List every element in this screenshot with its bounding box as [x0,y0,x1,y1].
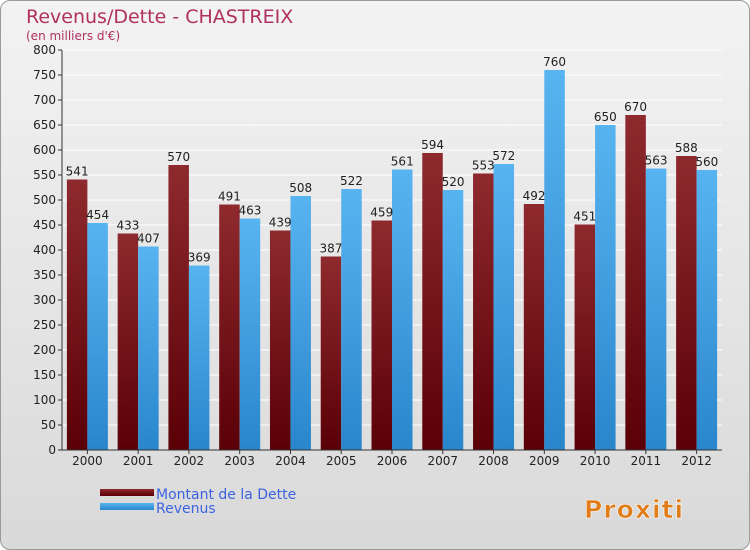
dette-value-label: 588 [675,141,698,155]
legend-label-dette: Montant de la Dette [156,487,296,503]
proxiti-logo: Proxiti [584,495,684,525]
y-tick-label: 150 [33,368,56,382]
y-tick-label: 400 [33,243,56,257]
axis-ticks-layer: 0 50 100 150 200 250 300 350 400 450 500 550 600 650 7… [33,43,712,468]
revenus-value-label: 463 [238,204,261,218]
revenus-bar [87,223,108,450]
revenus-bar [544,70,565,450]
x-tick-label: 2009 [529,454,560,468]
x-tick-label: 2006 [377,454,408,468]
y-tick-label: 50 [41,418,56,432]
revenus-bar [645,168,667,450]
dette-bar [625,115,646,450]
y-tick-label: 250 [33,318,56,332]
y-tick-label: 500 [33,193,56,207]
revenus-bar [341,189,362,450]
revenus-value-label: 561 [391,155,414,169]
dette-bar [523,204,545,450]
y-tick-label: 750 [33,68,56,82]
dette-bar [269,230,291,450]
chart-title: Revenus/Dette - CHASTREIX [26,6,293,28]
y-tick-label: 650 [33,118,56,132]
y-tick-label: 550 [33,168,56,182]
revenus-value-label: 563 [645,154,668,168]
revenus-value-label: 522 [340,174,363,188]
x-tick-label: 2004 [275,454,306,468]
dette-bar [168,165,189,450]
y-tick-label: 700 [33,93,56,107]
chart-subtitle: (en milliers d'€) [26,29,120,43]
dette-bar [371,220,392,450]
dette-value-label: 439 [269,216,292,230]
y-tick-label: 300 [33,293,56,307]
dette-value-label: 433 [116,219,139,233]
y-tick-label: 200 [33,343,56,357]
dette-bar [219,204,240,450]
legend: Montant de la Dette Revenus [100,487,296,517]
dette-bar [422,153,443,450]
legend-swatch-revenus [100,503,154,510]
dette-bar [320,256,342,450]
revenus-value-label: 369 [188,251,211,265]
legend-swatch-dette [100,489,154,496]
x-tick-label: 2003 [224,454,255,468]
x-tick-label: 2001 [123,454,154,468]
revenus-bar [442,190,464,450]
y-tick-label: 800 [33,43,56,57]
dette-value-label: 492 [523,189,546,203]
y-tick-label: 450 [33,218,56,232]
revenus-value-label: 508 [289,181,312,195]
x-tick-label: 2007 [427,454,458,468]
revenus-bar [696,170,718,450]
y-tick-label: 350 [33,268,56,282]
dette-value-label: 491 [218,190,241,204]
x-tick-label: 2002 [174,454,205,468]
revenus-bar [290,196,311,450]
bars-layer [66,70,718,450]
dette-bar [574,224,596,450]
x-tick-label: 2010 [580,454,611,468]
revenus-bar [188,265,210,450]
dette-value-label: 670 [624,100,647,114]
dette-value-label: 553 [472,159,495,173]
legend-label-revenus: Revenus [156,501,216,517]
dette-value-label: 451 [573,210,596,224]
x-tick-label: 2012 [681,454,712,468]
dette-bar [676,156,697,450]
revenus-value-label: 760 [543,55,566,69]
logo-text: Proxiti [584,495,684,524]
x-tick-label: 2011 [631,454,662,468]
x-tick-label: 2000 [72,454,103,468]
revenus-bar [239,218,261,450]
dette-bar [473,173,494,450]
y-tick-label: 600 [33,143,56,157]
revenus-value-label: 407 [137,232,160,246]
revenus-bar [392,169,413,450]
revenus-bar [595,125,616,450]
dette-value-label: 541 [66,165,89,179]
y-tick-label: 100 [33,393,56,407]
x-tick-label: 2008 [478,454,509,468]
dette-value-label: 570 [167,150,190,164]
revenus-value-label: 650 [594,110,617,124]
dette-bar [66,179,88,450]
dette-value-label: 387 [320,242,343,256]
y-tick-label: 0 [48,443,56,457]
revenus-value-label: 572 [492,149,515,163]
dette-bar [117,233,139,450]
x-tick-label: 2005 [326,454,357,468]
revenus-bar [138,246,159,450]
revenus-bar [493,164,515,450]
revenus-value-label: 454 [86,208,109,222]
dette-value-label: 594 [421,138,444,152]
revenus-value-label: 560 [695,155,718,169]
revenus-value-label: 520 [442,175,465,189]
dette-value-label: 459 [370,206,393,220]
